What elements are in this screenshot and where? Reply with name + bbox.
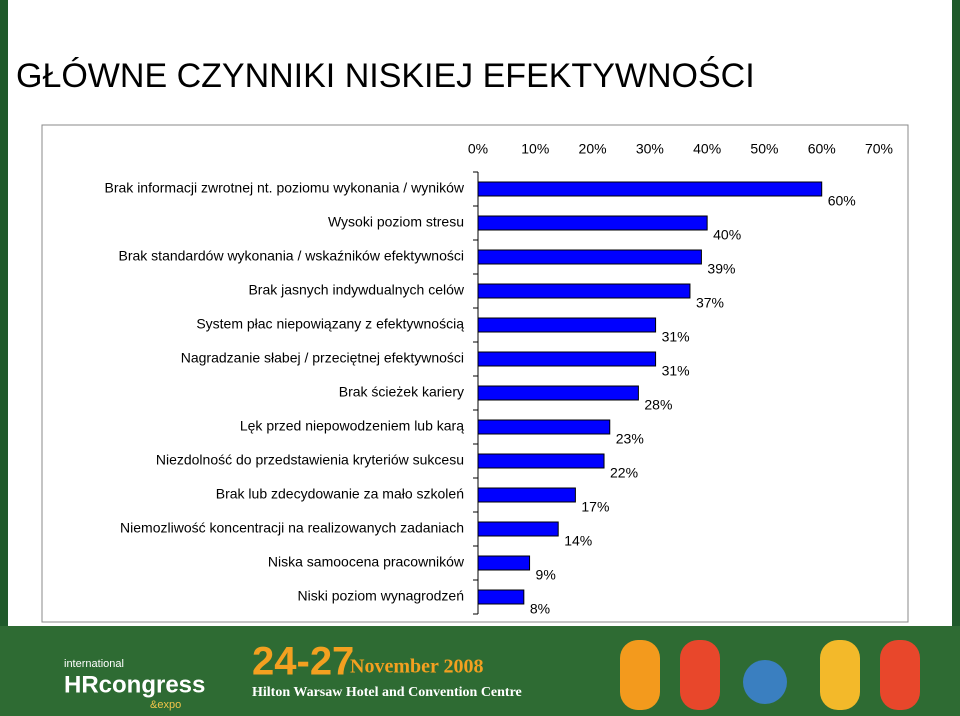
footer-venue: Hilton Warsaw Hotel and Convention Centr… [252, 685, 522, 700]
x-tick-label: 40% [693, 141, 721, 157]
x-tick-label: 70% [865, 141, 893, 157]
value-label: 8% [530, 601, 550, 617]
bar [477, 589, 525, 605]
figure [680, 640, 720, 710]
value-label: 23% [616, 431, 644, 447]
footer-band [0, 626, 960, 716]
category-label: Lęk przed niepowodzeniem lub karą [240, 418, 464, 434]
bar [477, 555, 531, 571]
category-label: Niemozliwość koncentracji na realizowany… [120, 520, 464, 536]
x-tick-label: 20% [579, 141, 607, 157]
chart-frame [41, 124, 909, 623]
bar [477, 215, 708, 231]
bar [477, 453, 605, 469]
value-label: 22% [610, 465, 638, 481]
value-label: 40% [713, 227, 741, 243]
value-label: 9% [536, 567, 556, 583]
bar [477, 351, 657, 367]
footer-brand-top: international [64, 658, 124, 670]
x-tick-label: 0% [468, 141, 488, 157]
footer-dates: 24-27 [252, 640, 354, 684]
bar [477, 419, 611, 435]
bar [477, 317, 657, 333]
x-tick-label: 30% [636, 141, 664, 157]
category-label: Wysoki poziom stresu [328, 214, 464, 230]
bar [477, 249, 702, 265]
value-label: 31% [662, 329, 690, 345]
category-label: Niski poziom wynagrodzeń [297, 588, 464, 604]
value-label: 39% [707, 261, 735, 277]
value-label: 37% [696, 295, 724, 311]
frame-left [0, 0, 8, 716]
figure [880, 640, 920, 710]
value-label: 17% [581, 499, 609, 515]
x-tick-label: 10% [521, 141, 549, 157]
plot: 0% 10% 20% 30% 40% 50% 60% 70% Brak informacji z… [105, 141, 894, 617]
x-tick-label: 50% [750, 141, 778, 157]
value-label: 31% [662, 363, 690, 379]
category-label: Niezdolność do przedstawienia kryteriów … [156, 452, 464, 468]
slide-title: GŁÓWNE CZYNNIKI NISKIEJ EFEKTYWNOŚCI [16, 56, 755, 95]
bar [477, 283, 691, 299]
footer-figures [620, 640, 920, 710]
footer-brand: HRcongress [64, 671, 205, 698]
globe [743, 660, 787, 704]
bar [477, 487, 576, 503]
category-label: Brak ścieżek kariery [339, 384, 464, 400]
category-label: Brak informacji zwrotnej nt. poziomu wyk… [105, 180, 465, 196]
footer-month: November 2008 [350, 656, 484, 678]
category-label: Nagradzanie słabej / przeciętnej efektyw… [181, 350, 464, 366]
bar [477, 385, 639, 401]
x-tick-label: 60% [808, 141, 836, 157]
frame-right [952, 0, 960, 716]
value-label: 60% [828, 193, 856, 209]
category-label: Brak jasnych indywdualnych celów [248, 282, 464, 298]
figure [620, 640, 660, 710]
value-label: 28% [644, 397, 672, 413]
bar [477, 181, 823, 197]
bar [477, 521, 559, 537]
footer-brand-bottom: &expo [150, 699, 181, 711]
value-label: 14% [564, 533, 592, 549]
category-label: Brak lub zdecydowanie za mało szkoleń [216, 486, 464, 502]
category-label: Brak standardów wykonania / wskaźników e… [119, 248, 465, 264]
category-label: Niska samoocena pracowników [268, 554, 465, 570]
category-label: System płac niepowiązany z efektywnością [196, 316, 464, 332]
figure [820, 640, 860, 710]
